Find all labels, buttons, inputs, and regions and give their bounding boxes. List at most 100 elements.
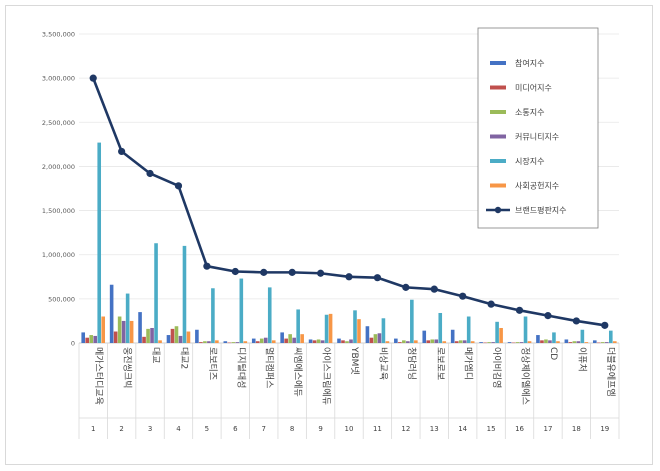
bar-5-9 <box>324 314 329 343</box>
bar-6-17 <box>556 341 560 343</box>
bar-1-6 <box>223 341 228 343</box>
line-point-5 <box>203 262 211 270</box>
line-point-11 <box>373 274 382 282</box>
bar-6-5 <box>215 340 219 343</box>
bar-5-1 <box>97 142 102 343</box>
bar-4-1 <box>93 335 98 343</box>
bar-1-5 <box>195 329 199 343</box>
line-point-16 <box>515 306 524 314</box>
index-label-6: 6 <box>233 425 238 433</box>
bar-5-5 <box>211 288 215 343</box>
bar-2-3 <box>142 336 146 343</box>
bar-2-18 <box>568 342 573 343</box>
line-point-14 <box>459 292 467 300</box>
category-label-14: 메가엠디 <box>463 347 475 380</box>
bar-3-3 <box>146 328 150 343</box>
bar-3-7 <box>259 338 264 343</box>
bar-2-9 <box>312 340 317 343</box>
bar-1-16 <box>507 342 512 343</box>
bar-1-17 <box>536 335 540 343</box>
index-label-18: 18 <box>572 425 581 433</box>
index-label-3: 3 <box>148 425 152 433</box>
bar-2-17 <box>540 340 544 343</box>
bar-5-10 <box>353 310 357 343</box>
bar-4-4 <box>178 335 183 343</box>
line-point-3 <box>146 169 154 178</box>
bar-6-7 <box>271 340 276 343</box>
category-label-11: 비상교육 <box>377 347 388 380</box>
x-axis: 메가스터디교육 1 웅진씽크빅 2 대교 3 대교2 4 로보티즈 5 디지털대성 6 멀티캠퍼스 7 씨엠… <box>78 343 620 439</box>
y-tick-label-7: 3,500,000 <box>42 31 75 39</box>
index-label-13: 13 <box>430 425 439 433</box>
index-label-1: 1 <box>91 425 95 433</box>
bar-4-18 <box>576 341 581 343</box>
index-label-17: 17 <box>543 425 552 433</box>
line-point-6 <box>231 267 239 276</box>
category-label-16: 정상제이엘에스 <box>520 347 531 405</box>
bar-5-3 <box>154 243 158 343</box>
category-label-3: 대교 <box>150 347 161 364</box>
index-label-5: 5 <box>205 425 209 433</box>
bar-6-19 <box>612 341 617 343</box>
bar-6-18 <box>584 342 589 343</box>
index-label-7: 7 <box>262 425 266 433</box>
series-5 <box>97 142 613 343</box>
bar-6-3 <box>158 340 162 343</box>
bar-4-3 <box>150 327 154 343</box>
bar-1-4 <box>166 335 171 343</box>
legend-label-2: 미디어지수 <box>515 83 552 93</box>
series-4 <box>93 320 609 343</box>
bar-5-16 <box>523 316 528 343</box>
bar-3-6 <box>231 342 236 343</box>
bar-2-7 <box>255 341 260 343</box>
bar-4-6 <box>235 342 240 343</box>
bar-6-11 <box>385 341 390 343</box>
y-tick-label-4: 2,000,000 <box>42 163 75 171</box>
bar-3-16 <box>515 342 520 343</box>
bar-5-14 <box>466 316 471 343</box>
bar-4-15 <box>491 342 495 343</box>
bar-2-4 <box>170 328 175 343</box>
bar-1-10 <box>337 338 341 343</box>
bar-4-2 <box>121 320 126 343</box>
series-2 <box>85 328 601 344</box>
bar-3-13 <box>430 339 435 343</box>
chart-svg: 0 500,000 1,000,000 1,500,000 2,000,000 2,500… <box>42 27 620 439</box>
bar-2-14 <box>454 341 459 343</box>
bar-4-5 <box>207 341 211 343</box>
line-point-10 <box>345 273 353 281</box>
bar-5-11 <box>381 318 386 343</box>
legend-swatch-4 <box>490 134 506 139</box>
bar-5-6 <box>239 278 244 343</box>
bar-1-3 <box>138 312 142 343</box>
bar-5-4 <box>182 245 187 343</box>
bar-1-11 <box>365 326 370 343</box>
y-gridlines <box>79 33 619 344</box>
category-label-10: YBM넷 <box>349 346 360 375</box>
legend-label-7: 브랜드평판지수 <box>515 205 567 215</box>
bar-2-13 <box>426 340 431 343</box>
bar-1-15 <box>479 342 483 343</box>
bar-3-17 <box>544 339 548 343</box>
y-tick-label-5: 2,500,000 <box>42 119 75 127</box>
bar-3-5 <box>203 341 207 343</box>
bar-6-1 <box>101 316 106 343</box>
bar-4-8 <box>292 337 296 343</box>
bar-6-4 <box>186 331 191 343</box>
bar-6-9 <box>328 313 333 343</box>
bar-3-1 <box>89 335 94 343</box>
bar-1-9 <box>308 339 313 343</box>
bar-1-13 <box>422 330 427 343</box>
bar-series <box>81 142 617 344</box>
chart-frame: 0 500,000 1,000,000 1,500,000 2,000,000 2,500… <box>5 5 653 465</box>
bar-4-13 <box>434 339 439 343</box>
index-label-11: 11 <box>373 425 382 433</box>
bar-6-15 <box>499 327 503 343</box>
bar-1-8 <box>280 332 284 343</box>
bar-5-18 <box>580 329 585 343</box>
bar-6-10 <box>357 319 361 343</box>
bar-6-16 <box>527 341 532 343</box>
line-point-9 <box>316 269 325 277</box>
bar-4-7 <box>263 337 268 343</box>
